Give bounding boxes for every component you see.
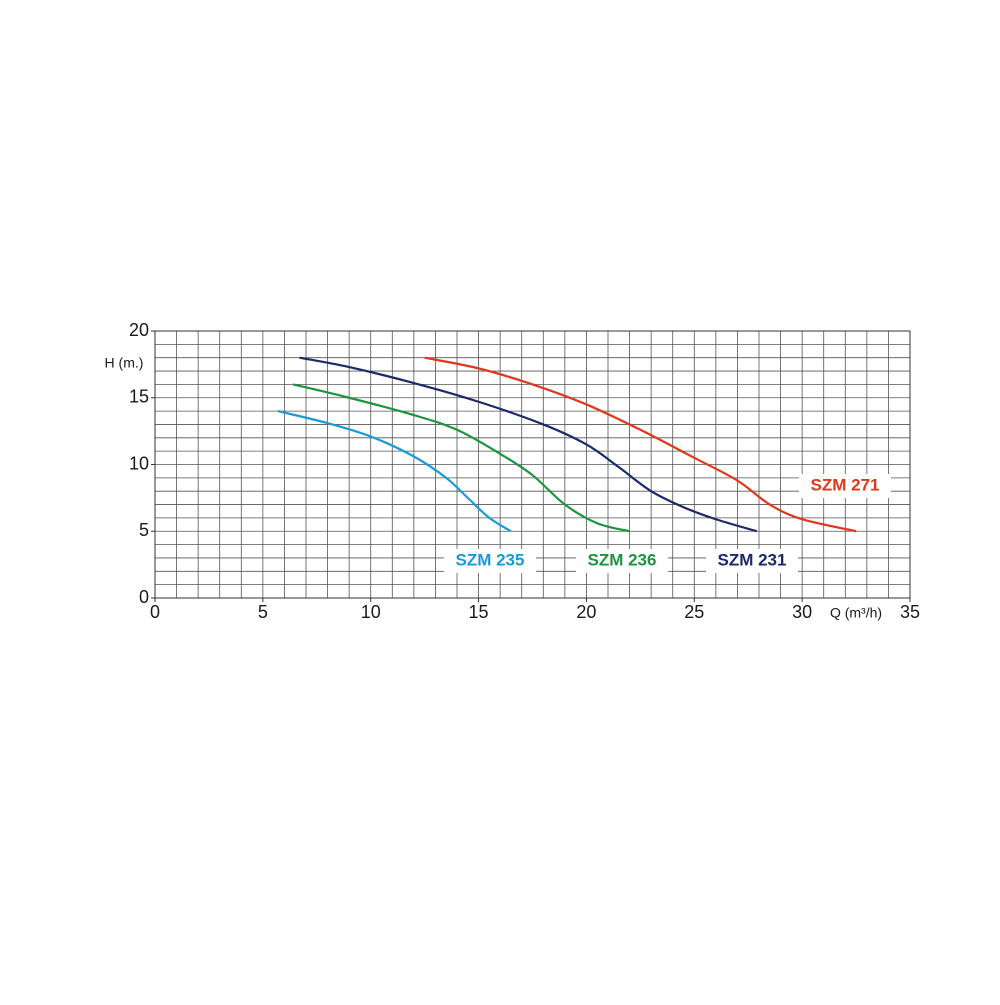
series-label: SZM 235 [456,550,525,569]
x-tick-label: 0 [150,602,160,622]
label-bg [706,549,798,573]
x-tick-label: 5 [258,602,268,622]
series-line [424,356,857,533]
y-tick-label: 20 [129,320,149,340]
x-tick-label: 10 [361,602,381,622]
series-line [292,383,630,533]
series-line [299,356,758,533]
y-tick-label: 15 [129,387,149,407]
y-tick-label: 0 [139,587,149,607]
series-label: SZM 231 [718,550,787,569]
plot-frame [154,330,911,599]
series-label: SZM 236 [588,550,657,569]
x-tick-label: 20 [576,602,596,622]
label-bg [576,549,668,573]
y-tick-label: 10 [129,453,149,473]
x-tick-label: 15 [469,602,489,622]
x-tick-label: 30 [792,602,812,622]
series-label: SZM 271 [811,475,880,494]
label-bg [799,474,891,498]
x-axis-label: Q (m³/h) [830,605,882,621]
x-tick-label: 25 [684,602,704,622]
x-tick-label: 35 [900,602,920,622]
series-line [277,410,512,533]
label-bg [444,549,536,573]
y-tick-label: 5 [139,520,149,540]
y-axis-label: H (m.) [105,355,144,371]
